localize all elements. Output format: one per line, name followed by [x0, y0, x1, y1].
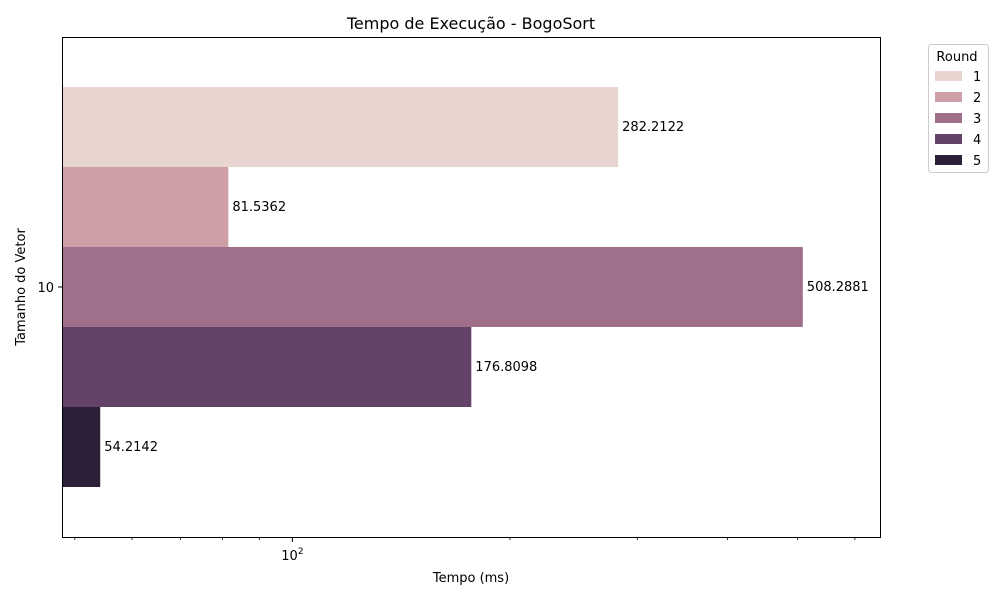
axes-group: 10 102: [37, 281, 856, 564]
bar-round-4: [62, 327, 472, 407]
legend-entry-label: 4: [973, 133, 981, 148]
legend-entry-label: 1: [973, 70, 981, 85]
legend-swatch: [935, 71, 962, 81]
legend-swatch: [935, 134, 962, 144]
bar-value-label: 282.2122: [622, 120, 684, 135]
chart-title: Tempo de Execução - BogoSort: [346, 14, 595, 33]
legend-swatch: [935, 113, 962, 123]
y-axis-label: Tamanho do Vetor: [14, 228, 29, 347]
y-tick-label: 10: [37, 281, 54, 296]
bar-value-label: 508.2881: [807, 280, 869, 295]
legend-title: Round: [936, 50, 977, 65]
x-tick-label: 102: [281, 547, 303, 564]
plot-frame: [62, 37, 881, 538]
bar-round-3: [62, 247, 803, 327]
bar-round-2: [62, 167, 229, 247]
legend-entry-label: 2: [973, 91, 981, 106]
legend-swatch: [935, 155, 962, 165]
bar-value-label: 176.8098: [475, 360, 537, 375]
bars-group: 282.2122 81.5362 508.2881 176.8098 54.2142: [62, 87, 869, 487]
bar-round-1: [62, 87, 619, 167]
bar-value-label: 81.5362: [232, 200, 286, 215]
bar-value-label: 54.2142: [104, 440, 158, 455]
legend-entry-label: 3: [973, 112, 981, 127]
legend: Round 1 2 3 4 5: [928, 44, 989, 173]
legend-entry-label: 5: [973, 154, 981, 169]
x-axis-label: Tempo (ms): [432, 571, 509, 586]
bar-round-5: [62, 407, 101, 487]
legend-swatch: [935, 92, 962, 102]
